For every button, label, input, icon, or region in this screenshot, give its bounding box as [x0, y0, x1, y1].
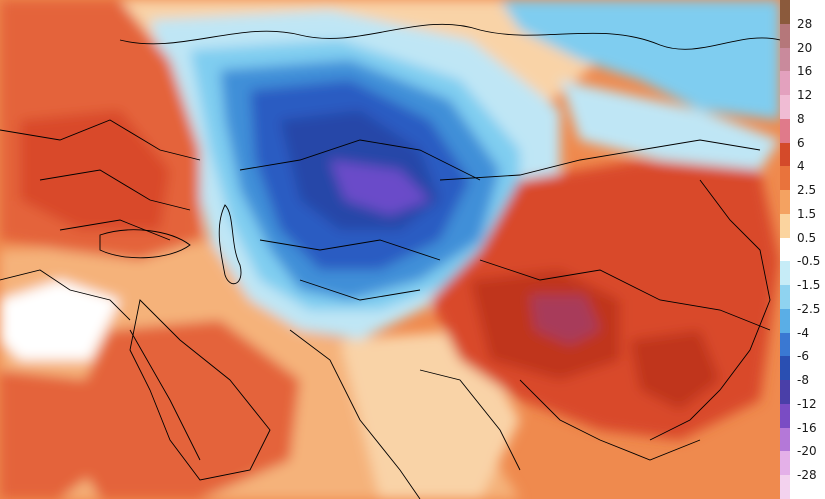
red-sea-line: [129, 329, 201, 461]
legend-swatch: [780, 47, 790, 72]
legend-label: 4: [797, 159, 805, 174]
purple-core: [330, 160, 430, 215]
legend-swatch: [780, 142, 790, 167]
legend-label: 6: [797, 135, 805, 150]
legend-label: -8: [797, 373, 809, 388]
legend-label: 12: [797, 88, 813, 103]
legend-swatch: [780, 190, 790, 215]
legend-swatch: [780, 308, 790, 334]
legend-swatch: [780, 213, 790, 239]
arabia-red: [60, 320, 300, 499]
africa-red: [0, 370, 110, 499]
legend-label: -12: [797, 396, 817, 411]
legend-label: -0.5: [797, 254, 821, 269]
legend-label: -4: [797, 325, 809, 340]
china-east-deep-red: [630, 330, 720, 410]
caspian-outline: [218, 204, 242, 285]
legend-swatch: [780, 95, 790, 120]
legend-swatch: [780, 71, 790, 96]
legend-swatch: [780, 403, 790, 429]
tibet-magenta: [530, 295, 600, 345]
legend-label: -16: [797, 420, 817, 435]
legend-label: 0.5: [797, 230, 817, 245]
east-asia-coast: [649, 179, 771, 441]
mediterranean-coast: [0, 269, 131, 321]
legend-swatch: [780, 118, 790, 144]
legend-swatch: [780, 356, 790, 381]
legend-label: -2.5: [797, 301, 821, 316]
map-canvas: [0, 0, 780, 499]
legend-swatch: [780, 427, 790, 452]
legend-swatch: [780, 166, 790, 191]
legend-swatch: [780, 332, 790, 357]
temperature-anomaly-map: [0, 0, 780, 499]
legend-swatch: [780, 380, 790, 405]
legend-swatch: [780, 23, 790, 48]
south-asia-coast: [289, 329, 701, 499]
color-scale-legend: 28 20 16 12 8 6 4 2.5 1.5 0.5 -0.5 -1.5 -2.5 -4 -6 -8 -1…: [780, 0, 825, 499]
legend-label: 8: [797, 111, 805, 126]
china-border: [439, 139, 771, 331]
arctic-coast-line: [119, 23, 780, 50]
legend-swatch: [780, 261, 790, 286]
legend-label: 28: [797, 16, 813, 31]
legend-label: -28: [797, 468, 817, 483]
northeast-light-blue: [560, 80, 780, 170]
legend-swatch: [780, 451, 790, 476]
legend-label: -6: [797, 349, 809, 364]
legend-label: 20: [797, 40, 813, 55]
central-asia-borders: [239, 139, 481, 301]
legend-swatch: [780, 0, 790, 25]
legend-swatch: [780, 475, 790, 499]
legend-label: 16: [797, 64, 813, 79]
black-sea-outline: [99, 229, 191, 259]
legend-label: -20: [797, 444, 817, 459]
arabia-coast: [129, 299, 271, 481]
legend-label: 2.5: [797, 183, 817, 198]
legend-label: -1.5: [797, 278, 821, 293]
peach-india: [340, 330, 520, 499]
legend-label: 1.5: [797, 206, 817, 221]
white-mideast: [0, 280, 120, 360]
legend-swatch: [780, 237, 790, 262]
northeast-blue: [500, 0, 780, 120]
europe-borders: [0, 119, 201, 241]
legend-swatch: [780, 285, 790, 310]
anomaly-field: [0, 0, 780, 499]
borders-coastlines: [0, 23, 780, 499]
